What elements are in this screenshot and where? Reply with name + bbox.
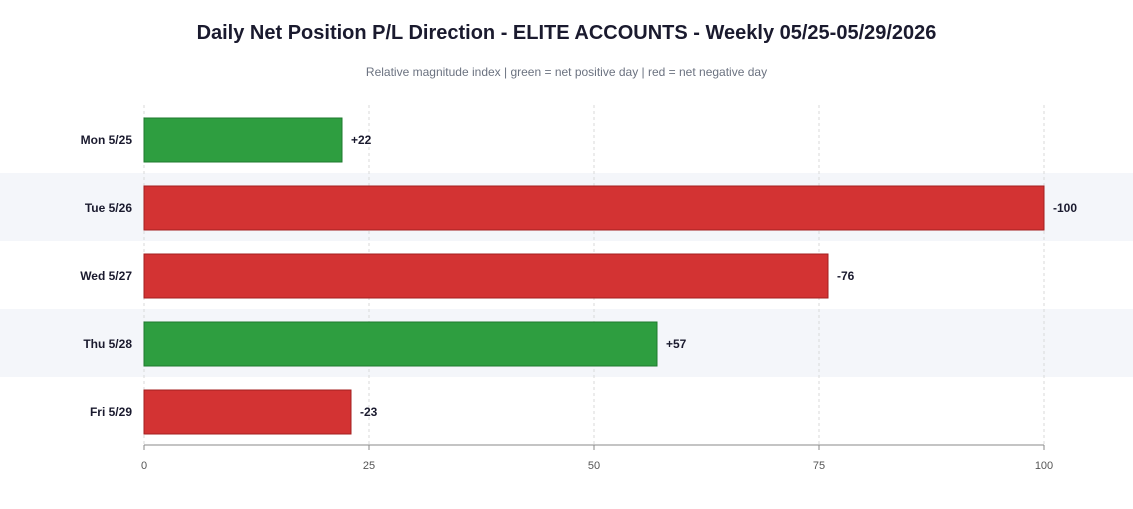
bar-thu-5-28 xyxy=(143,321,658,367)
category-label: Wed 5/27 xyxy=(80,269,132,283)
category-label: Thu 5/28 xyxy=(83,337,132,351)
category-labels: Mon 5/25 Tue 5/26 Wed 5/27 Thu 5/28 Fri 5/29 xyxy=(80,133,132,419)
value-label: -100 xyxy=(1053,201,1077,215)
bar-tue-5-26 xyxy=(143,185,1045,231)
value-label: -76 xyxy=(837,269,855,283)
bar-wed-5-27 xyxy=(143,253,829,299)
chart-title: Daily Net Position P/L Direction - ELITE… xyxy=(196,22,937,44)
bars-group xyxy=(143,117,1045,435)
value-label: -23 xyxy=(360,405,378,419)
category-label: Tue 5/26 xyxy=(85,201,132,215)
x-tick-label: 100 xyxy=(1035,460,1053,472)
value-label: +57 xyxy=(666,337,687,351)
value-labels: +22 -100 -76 +57 -23 xyxy=(351,133,1077,419)
category-label: Mon 5/25 xyxy=(81,133,133,147)
chart-subtitle: Relative magnitude index | green = net p… xyxy=(365,65,768,79)
category-label: Fri 5/29 xyxy=(90,405,132,419)
bar-mon-5-25 xyxy=(143,117,343,163)
x-tick-label: 25 xyxy=(363,460,375,472)
x-tick-label: 75 xyxy=(813,460,825,472)
x-axis: 0 25 50 75 100 xyxy=(141,444,1053,472)
x-tick-label: 50 xyxy=(588,460,600,472)
value-label: +22 xyxy=(351,133,372,147)
x-tick-label: 0 xyxy=(141,460,147,472)
bar-fri-5-29 xyxy=(143,389,352,435)
